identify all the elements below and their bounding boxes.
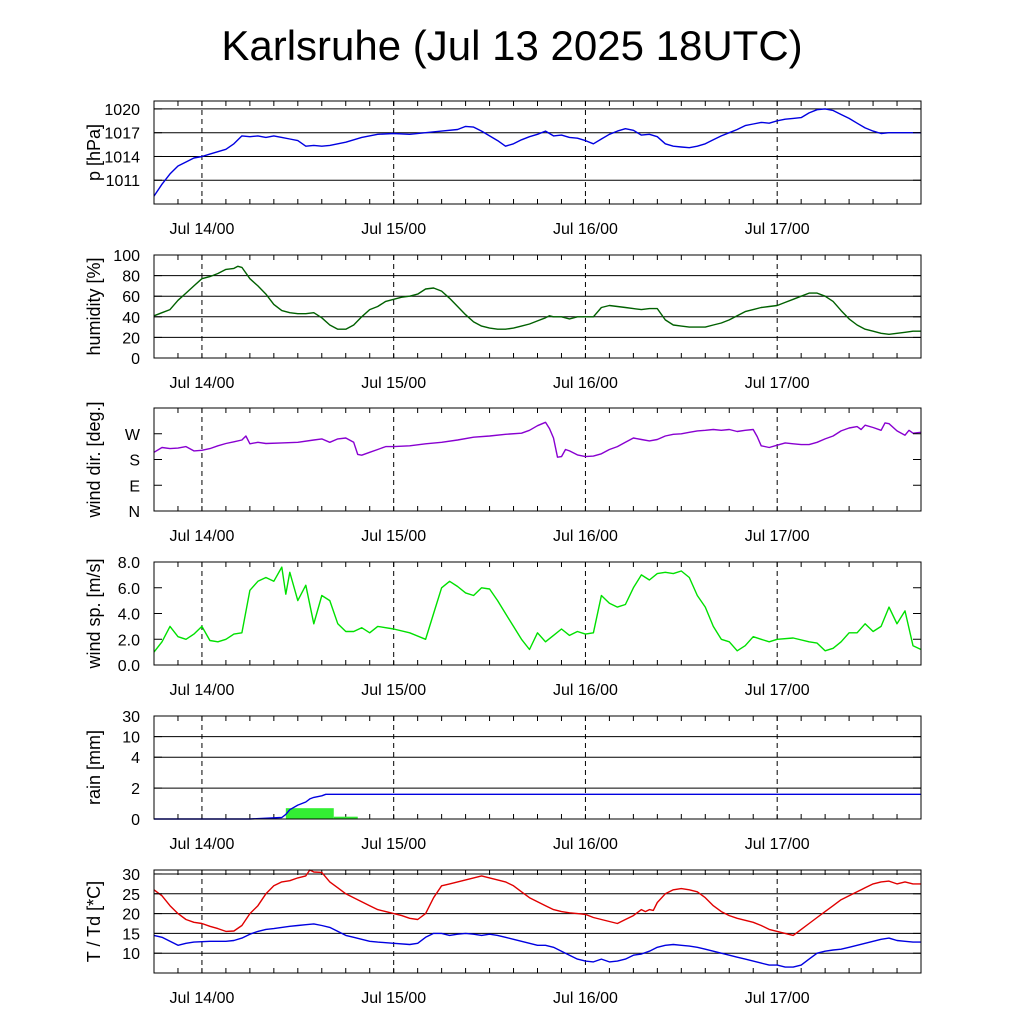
y-axis-title: humidity [%] [84,257,104,355]
x-tick-label: Jul 16/00 [553,375,618,392]
y-tick-label: N [128,504,140,521]
y-tick-label: 0 [131,812,140,829]
y-tick-label: 1020 [104,102,140,119]
y-axis-title: wind dir. [deg.] [84,401,104,518]
y-tick-label: 1017 [104,126,140,143]
x-tick-label: Jul 17/00 [745,836,810,853]
y-tick-label: 4 [131,750,140,767]
y-tick-label: W [125,427,141,444]
y-tick-label: 30 [122,709,140,726]
y-tick-label: 8.0 [118,555,140,572]
y-tick-label: 2.0 [118,632,140,649]
y-tick-label: E [129,478,140,495]
x-tick-label: Jul 16/00 [553,990,618,1007]
y-tick-label: 2 [131,781,140,798]
x-tick-label: Jul 15/00 [361,682,426,699]
series-line [153,421,922,458]
y-tick-label: 6.0 [118,581,140,598]
panel-frame [153,869,922,974]
x-tick-label: Jul 16/00 [553,528,618,545]
y-tick-label: 40 [122,310,140,327]
x-tick-label: Jul 16/00 [553,682,618,699]
panel-frame [153,715,922,820]
panel-frame [153,561,922,666]
x-tick-label: Jul 14/00 [169,375,234,392]
y-tick-label: S [129,453,140,470]
y-axis-title: rain [mm] [84,730,104,805]
series-line [153,566,922,653]
series-line [154,793,921,820]
y-tick-label: 1014 [104,149,140,166]
x-tick-label: Jul 15/00 [361,221,426,238]
x-tick-label: Jul 15/00 [361,836,426,853]
x-tick-label: Jul 14/00 [169,990,234,1007]
series-line [153,923,921,968]
y-tick-label: 0 [131,351,140,368]
x-tick-label: Jul 17/00 [745,990,810,1007]
y-tick-label: 1011 [106,173,141,190]
y-tick-label: 10 [122,730,140,747]
series-line [153,265,921,335]
panel-frame [153,100,922,205]
y-tick-label: 80 [122,269,140,286]
x-tick-label: Jul 14/00 [169,221,234,238]
panel-frame [153,254,922,359]
rain-bar [285,808,334,819]
y-tick-label: 4.0 [118,607,140,624]
x-tick-label: Jul 17/00 [745,682,810,699]
x-tick-label: Jul 15/00 [361,528,426,545]
panel-frame [153,407,922,512]
series-line [153,869,921,937]
y-tick-label: 100 [113,248,140,265]
y-tick-label: 20 [122,330,140,347]
x-tick-label: Jul 17/00 [745,375,810,392]
rain-bar [333,816,358,819]
y-axis-title: wind sp. [m/s] [84,558,104,669]
y-tick-label: 20 [122,907,140,924]
y-tick-label: 15 [122,926,140,943]
y-tick-label: 30 [122,867,140,884]
x-tick-label: Jul 16/00 [553,221,618,238]
y-tick-label: 10 [122,946,140,963]
x-tick-label: Jul 15/00 [361,375,426,392]
y-tick-label: 25 [122,887,140,904]
x-tick-label: Jul 16/00 [553,836,618,853]
y-tick-label: 0.0 [118,658,140,675]
chart-title: Karlsruhe (Jul 13 2025 18UTC) [221,22,803,69]
y-axis-title: T / Td [*C] [84,881,104,962]
x-tick-label: Jul 14/00 [169,528,234,545]
x-tick-label: Jul 15/00 [361,990,426,1007]
series-line [153,108,921,197]
x-tick-label: Jul 14/00 [169,682,234,699]
y-tick-label: 60 [122,289,140,306]
x-tick-label: Jul 17/00 [745,221,810,238]
y-axis-title: p [hPa] [84,124,104,181]
x-tick-label: Jul 17/00 [745,528,810,545]
x-tick-label: Jul 14/00 [169,836,234,853]
